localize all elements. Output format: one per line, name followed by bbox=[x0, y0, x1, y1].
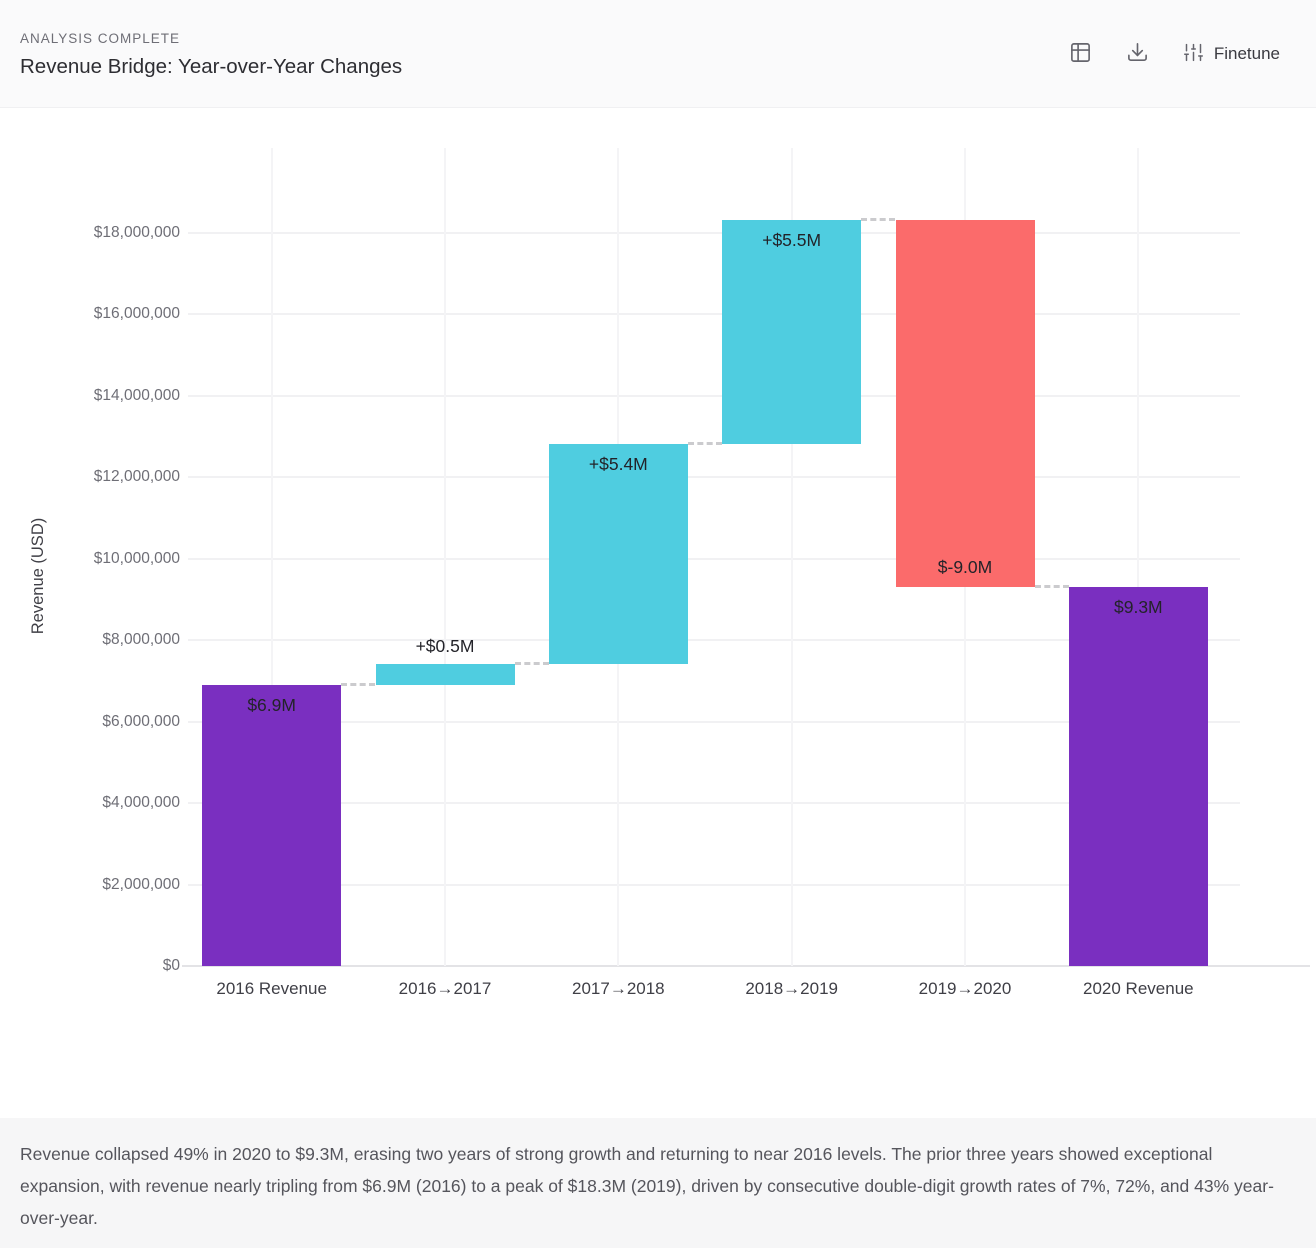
x-axis-line bbox=[182, 965, 1310, 967]
x-tick-label: 2016 Revenue bbox=[216, 979, 327, 998]
bar-value-label: +$5.4M bbox=[588, 454, 648, 475]
x-gridline bbox=[790, 148, 793, 966]
analysis-summary: Revenue collapsed 49% in 2020 to $9.3M, … bbox=[0, 1118, 1316, 1248]
y-gridline bbox=[188, 883, 1240, 886]
x-tick-label: 2020 Revenue bbox=[1083, 979, 1194, 998]
y-gridline bbox=[188, 313, 1240, 315]
finetune-button[interactable]: Finetune bbox=[1183, 42, 1280, 66]
x-tick-label: 2017→2018 bbox=[572, 979, 665, 998]
x-gridline bbox=[270, 148, 273, 966]
download-button[interactable] bbox=[1126, 41, 1149, 67]
y-tick-label: $16,000,000 bbox=[93, 305, 180, 322]
x-tick-label: 2016→2017 bbox=[398, 979, 492, 998]
waterfall-bar-increase[interactable] bbox=[722, 220, 862, 445]
waterfall-chart: Revenue (USD) $0 $2,000,000 $4,000,000 $6,0… bbox=[0, 108, 1316, 1118]
y-tick-label: $0 bbox=[162, 957, 180, 974]
finetune-button-label: Finetune bbox=[1213, 43, 1280, 63]
table-view-button[interactable] bbox=[1069, 41, 1092, 67]
bar-value-label: $9.3M bbox=[1114, 597, 1163, 618]
y-tick-label: $8,000,000 bbox=[102, 631, 180, 648]
waterfall-connector bbox=[861, 218, 896, 222]
x-tick-label: 2018→2019 bbox=[745, 979, 838, 998]
y-gridline bbox=[188, 394, 1240, 397]
y-tick-label: $4,000,000 bbox=[102, 794, 180, 811]
waterfall-bar-increase[interactable] bbox=[548, 444, 688, 665]
waterfall-bar-increase[interactable] bbox=[375, 664, 515, 685]
y-tick-label: $12,000,000 bbox=[93, 468, 180, 485]
header-titles: ANALYSIS COMPLETE Revenue Bridge: Year-o… bbox=[20, 29, 402, 79]
y-tick-label: $14,000,000 bbox=[93, 386, 180, 404]
y-gridline bbox=[188, 639, 1240, 641]
page-title: Revenue Bridge: Year-over-Year Changes bbox=[20, 54, 403, 78]
waterfall-connector bbox=[687, 442, 723, 446]
y-tick-label: $6,000,000 bbox=[102, 712, 180, 730]
sliders-icon bbox=[1183, 42, 1204, 66]
y-gridline bbox=[188, 231, 1240, 234]
x-tick-label: 2019→2020 bbox=[918, 979, 1012, 998]
waterfall-connector bbox=[514, 662, 549, 666]
waterfall-connector bbox=[341, 682, 376, 686]
analysis-summary-text: Revenue collapsed 49% in 2020 to $9.3M, … bbox=[20, 1144, 1274, 1228]
table-grid-icon bbox=[1069, 41, 1092, 67]
bar-value-label: +$0.5M bbox=[415, 636, 475, 657]
y-tick-label: $10,000,000 bbox=[93, 549, 180, 567]
y-gridline bbox=[188, 802, 1240, 804]
waterfall-bar-total[interactable] bbox=[1068, 587, 1208, 966]
waterfall-connector bbox=[1034, 585, 1069, 589]
x-gridline bbox=[1137, 148, 1140, 966]
y-gridline bbox=[188, 720, 1240, 723]
y-tick-label: $2,000,000 bbox=[102, 875, 180, 893]
waterfall-bar-total[interactable] bbox=[202, 684, 342, 966]
waterfall-bar-decrease[interactable] bbox=[895, 220, 1035, 588]
y-gridline bbox=[188, 476, 1240, 478]
bar-value-label: $-9.0M bbox=[937, 557, 993, 578]
bar-value-label: +$5.5M bbox=[762, 230, 822, 251]
x-gridline bbox=[444, 148, 446, 966]
status-badge: ANALYSIS COMPLETE bbox=[20, 30, 181, 46]
header: ANALYSIS COMPLETE Revenue Bridge: Year-o… bbox=[0, 0, 1316, 108]
download-icon bbox=[1126, 41, 1149, 67]
y-gridline bbox=[188, 557, 1240, 560]
bar-value-label: $6.9M bbox=[247, 694, 296, 715]
header-actions: Finetune bbox=[1069, 41, 1280, 67]
y-tick-label: $18,000,000 bbox=[93, 223, 180, 241]
y-axis-title: Revenue (USD) bbox=[29, 517, 47, 635]
